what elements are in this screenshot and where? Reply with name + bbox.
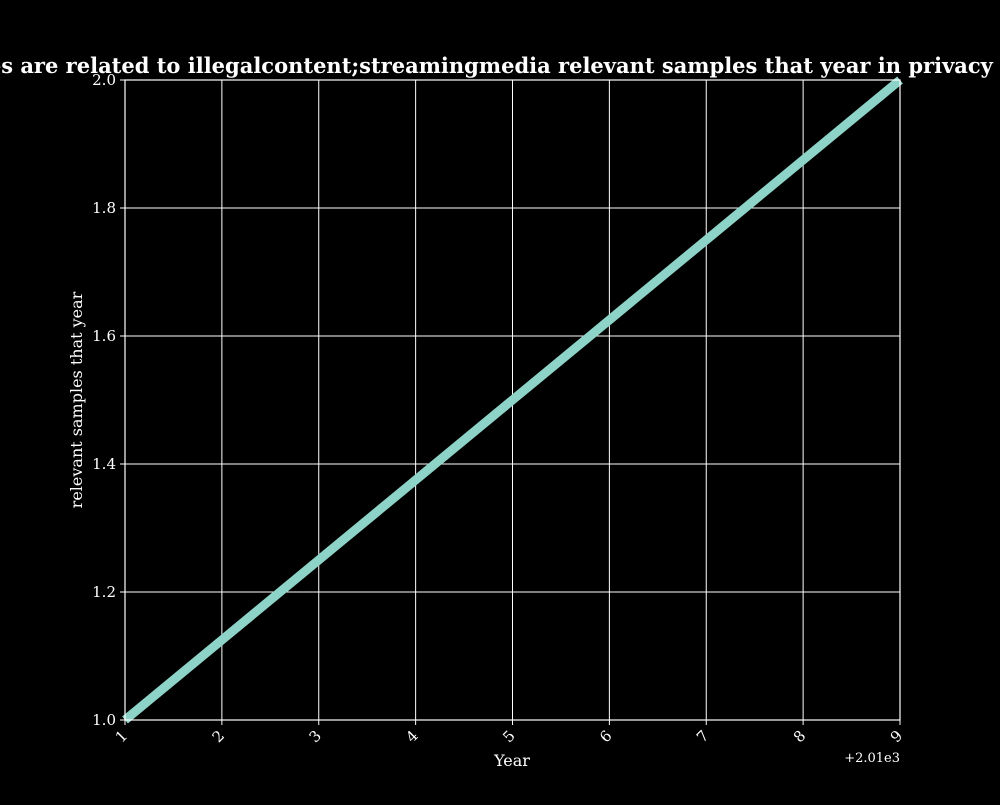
y-tick-label: 1.6 [92, 327, 116, 345]
y-tick-label: 1.4 [92, 455, 116, 473]
y-tick-label: 2.0 [92, 71, 116, 89]
x-axis-label: Year [493, 751, 530, 770]
series-layer [122, 76, 903, 724]
y-tick-label: 1.2 [92, 583, 116, 601]
x-tick-label: 4 [402, 727, 421, 746]
plot-frame [124, 79, 901, 721]
series-line [122, 76, 903, 724]
x-tick-label: 8 [790, 727, 809, 746]
axes [120, 79, 901, 725]
y-axis-label: relevant samples that year [67, 291, 86, 508]
x-tick-label: 3 [305, 727, 324, 746]
y-tick-label: 1.8 [92, 199, 116, 217]
chart-title: Ten categories are related to illegalcon… [0, 53, 1000, 78]
x-tick-label: 9 [887, 727, 906, 746]
x-tick-label: 7 [693, 727, 712, 746]
x-tick-label: 6 [596, 727, 615, 746]
x-tick-label: 2 [209, 727, 228, 746]
x-axis-offset-label: +2.01e3 [844, 751, 900, 766]
y-tick-label: 1.0 [92, 711, 116, 729]
x-tick-label: 1 [112, 727, 131, 746]
x-tick-label: 5 [499, 727, 518, 746]
